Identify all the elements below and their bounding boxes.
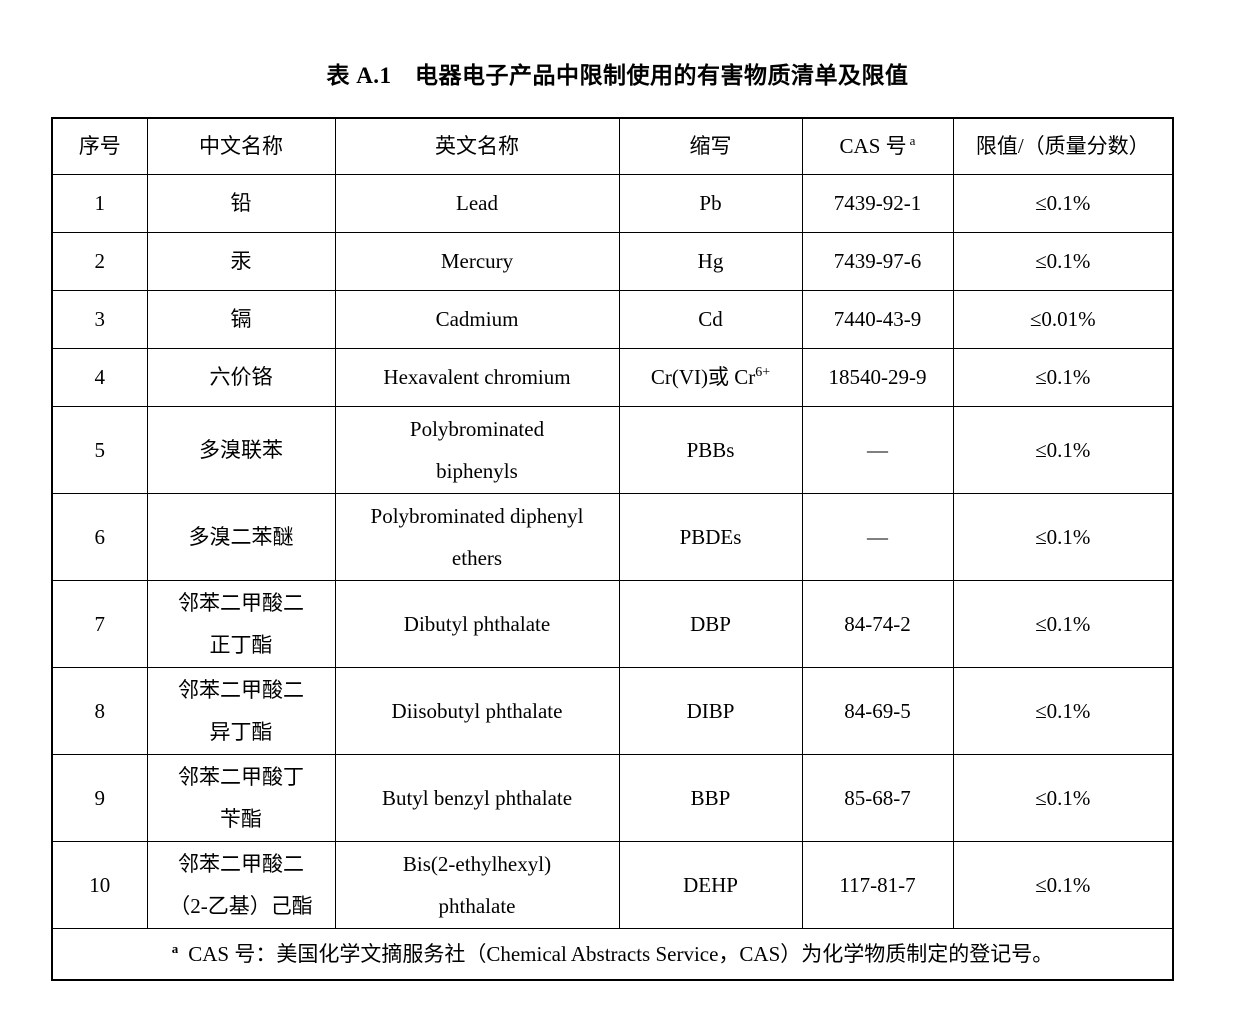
cell-cn-name: 邻苯二甲酸二 异丁酯 — [146, 666, 336, 755]
footnote-text: CAS 号：美国化学文摘服务社（Chemical Abstracts Servi… — [188, 941, 1054, 966]
cell-cas: 7439-97-6 — [801, 231, 954, 291]
cell-cas: 84-74-2 — [801, 579, 954, 668]
table-row: 6 多溴二苯醚 Polybrominated diphenyl ethers P… — [51, 492, 1174, 581]
cell-abbr: BBP — [618, 753, 803, 842]
table-row: 7 邻苯二甲酸二 正丁酯 Dibutyl phthalate DBP 84-74… — [51, 579, 1174, 668]
cell-cn-name: 六价铬 — [146, 347, 336, 407]
cell-en-name: Butyl benzyl phthalate — [334, 753, 620, 842]
cell-en-name: Cadmium — [334, 289, 620, 349]
cell-cas: 18540-29-9 — [801, 347, 954, 407]
cell-abbr: Pb — [618, 173, 803, 233]
cas-header-superscript: a — [909, 133, 916, 149]
cell-cn-name: 多溴二苯醚 — [146, 492, 336, 581]
cell-no: 1 — [51, 173, 148, 233]
cell-no: 6 — [51, 492, 148, 581]
cell-limit: ≤0.1% — [952, 753, 1174, 842]
column-header-limit: 限值/（质量分数） — [952, 117, 1174, 175]
cell-cn-name: 邻苯二甲酸二 （2-乙基）己酯 — [146, 840, 336, 929]
table-row: 3 镉 Cadmium Cd 7440-43-9 ≤0.01% — [51, 289, 1174, 349]
column-header-no: 序号 — [51, 117, 148, 175]
abbr-superscript: 6+ — [755, 365, 771, 380]
cell-limit: ≤0.01% — [952, 289, 1174, 349]
cell-en-name: Lead — [334, 173, 620, 233]
table-title: 表 A.1 电器电子产品中限制使用的有害物质清单及限值 — [326, 63, 909, 88]
table-row: 5 多溴联苯 Polybrominated biphenyls PBBs — ≤… — [51, 405, 1174, 494]
footnote-row: a CAS 号：美国化学文摘服务社（Chemical Abstracts Serv… — [51, 927, 1174, 981]
cell-en-name: Bis(2-ethylhexyl) phthalate — [334, 840, 620, 929]
cell-cn-name: 多溴联苯 — [146, 405, 336, 494]
cell-abbr: DEHP — [618, 840, 803, 929]
cell-limit: ≤0.1% — [952, 666, 1174, 755]
table-row: 4 六价铬 Hexavalent chromium Cr(VI)或 Cr6+ 1… — [51, 347, 1174, 407]
cell-limit: ≤0.1% — [952, 579, 1174, 668]
cell-no: 8 — [51, 666, 148, 755]
cell-no: 10 — [51, 840, 148, 929]
cell-cas: 7439-92-1 — [801, 173, 954, 233]
cell-en-name: Mercury — [334, 231, 620, 291]
cell-abbr: DBP — [618, 579, 803, 668]
cell-no: 2 — [51, 231, 148, 291]
cell-abbr: PBBs — [618, 405, 803, 494]
table-row: 8 邻苯二甲酸二 异丁酯 Diisobutyl phthalate DIBP 8… — [51, 666, 1174, 755]
table-row: 2 汞 Mercury Hg 7439-97-6 ≤0.1% — [51, 231, 1174, 291]
cell-en-name: Polybrominated diphenyl ethers — [334, 492, 620, 581]
cell-cas: 85-68-7 — [801, 753, 954, 842]
column-header-abbr: 缩写 — [618, 117, 803, 175]
column-header-cn-name: 中文名称 — [146, 117, 336, 175]
table-row: 9 邻苯二甲酸丁 苄酯 Butyl benzyl phthalate BBP 8… — [51, 753, 1174, 842]
cell-cn-name: 镉 — [146, 289, 336, 349]
column-header-en-name: 英文名称 — [334, 117, 620, 175]
cell-cn-name: 铅 — [146, 173, 336, 233]
cell-no: 4 — [51, 347, 148, 407]
cell-abbr: PBDEs — [618, 492, 803, 581]
cell-limit: ≤0.1% — [952, 405, 1174, 494]
cas-header-label: CAS 号 — [839, 134, 907, 159]
cell-limit: ≤0.1% — [952, 347, 1174, 407]
cell-limit: ≤0.1% — [952, 492, 1174, 581]
cell-abbr: DIBP — [618, 666, 803, 755]
cell-cn-name: 邻苯二甲酸二 正丁酯 — [146, 579, 336, 668]
cell-abbr: Cr(VI)或 Cr6+ — [618, 347, 803, 407]
cell-cn-name: 邻苯二甲酸丁 苄酯 — [146, 753, 336, 842]
table-row: 10 邻苯二甲酸二 （2-乙基）己酯 Bis(2-ethylhexyl) pht… — [51, 840, 1174, 929]
cell-limit: ≤0.1% — [952, 840, 1174, 929]
cell-cas: — — [801, 492, 954, 581]
cell-no: 5 — [51, 405, 148, 494]
cell-no: 3 — [51, 289, 148, 349]
cell-en-name: Hexavalent chromium — [334, 347, 620, 407]
cell-en-name: Diisobutyl phthalate — [334, 666, 620, 755]
cell-no: 9 — [51, 753, 148, 842]
table-row: 1 铅 Lead Pb 7439-92-1 ≤0.1% — [51, 173, 1174, 233]
abbr-main: Cr(VI)或 Cr — [650, 365, 756, 389]
cell-abbr: Hg — [618, 231, 803, 291]
cell-cas: 84-69-5 — [801, 666, 954, 755]
cell-cas: 7440-43-9 — [801, 289, 954, 349]
cell-no: 7 — [51, 579, 148, 668]
cell-en-name: Dibutyl phthalate — [334, 579, 620, 668]
cell-cn-name: 汞 — [146, 231, 336, 291]
footnote-cell: a CAS 号：美国化学文摘服务社（Chemical Abstracts Serv… — [51, 927, 1174, 981]
footnote-marker: a — [171, 940, 179, 956]
cell-cas: 117-81-7 — [801, 840, 954, 929]
cell-abbr: Cd — [618, 289, 803, 349]
cell-en-name: Polybrominated biphenyls — [334, 405, 620, 494]
cell-cas: — — [801, 405, 954, 494]
cell-limit: ≤0.1% — [952, 231, 1174, 291]
cell-limit: ≤0.1% — [952, 173, 1174, 233]
